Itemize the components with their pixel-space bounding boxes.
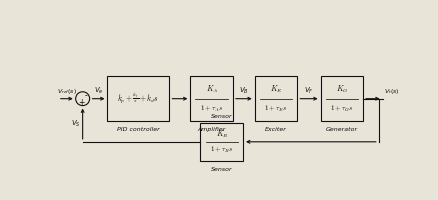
Text: $V_B$: $V_B$ (239, 85, 249, 96)
Text: +: + (79, 98, 85, 107)
Text: -: - (85, 91, 88, 100)
Text: Generator: Generator (326, 127, 358, 132)
Text: $1+\tau_G s$: $1+\tau_G s$ (330, 103, 353, 114)
Text: $1+\tau_A s$: $1+\tau_A s$ (200, 103, 223, 114)
Bar (201, 123, 243, 161)
Text: Sensor: Sensor (211, 114, 233, 119)
Bar (191, 76, 233, 121)
Text: $K_E$: $K_E$ (270, 84, 283, 95)
Text: $V_F$: $V_F$ (304, 85, 314, 96)
Text: $K_A$: $K_A$ (205, 84, 218, 95)
Text: $1+\tau_R s$: $1+\tau_R s$ (210, 145, 233, 155)
Text: $K_G$: $K_G$ (336, 84, 348, 95)
Text: Exciter: Exciter (265, 127, 287, 132)
Text: $V_S$: $V_S$ (71, 119, 80, 129)
Text: $V_t(s)$: $V_t(s)$ (384, 87, 400, 96)
Text: $k_p + \frac{k_i}{s} + k_d s$: $k_p + \frac{k_i}{s} + k_d s$ (117, 91, 159, 106)
Text: Amplifier: Amplifier (198, 127, 226, 132)
Bar (255, 76, 297, 121)
Text: $V_{ref}(s)$: $V_{ref}(s)$ (57, 87, 77, 96)
Text: PID controller: PID controller (117, 127, 160, 132)
Bar (107, 76, 170, 121)
Text: Sensor: Sensor (211, 167, 233, 172)
Bar (321, 76, 363, 121)
Text: $1+\tau_E s$: $1+\tau_E s$ (265, 103, 288, 114)
Text: $K_R$: $K_R$ (215, 128, 228, 140)
Text: $V_e$: $V_e$ (94, 85, 103, 96)
